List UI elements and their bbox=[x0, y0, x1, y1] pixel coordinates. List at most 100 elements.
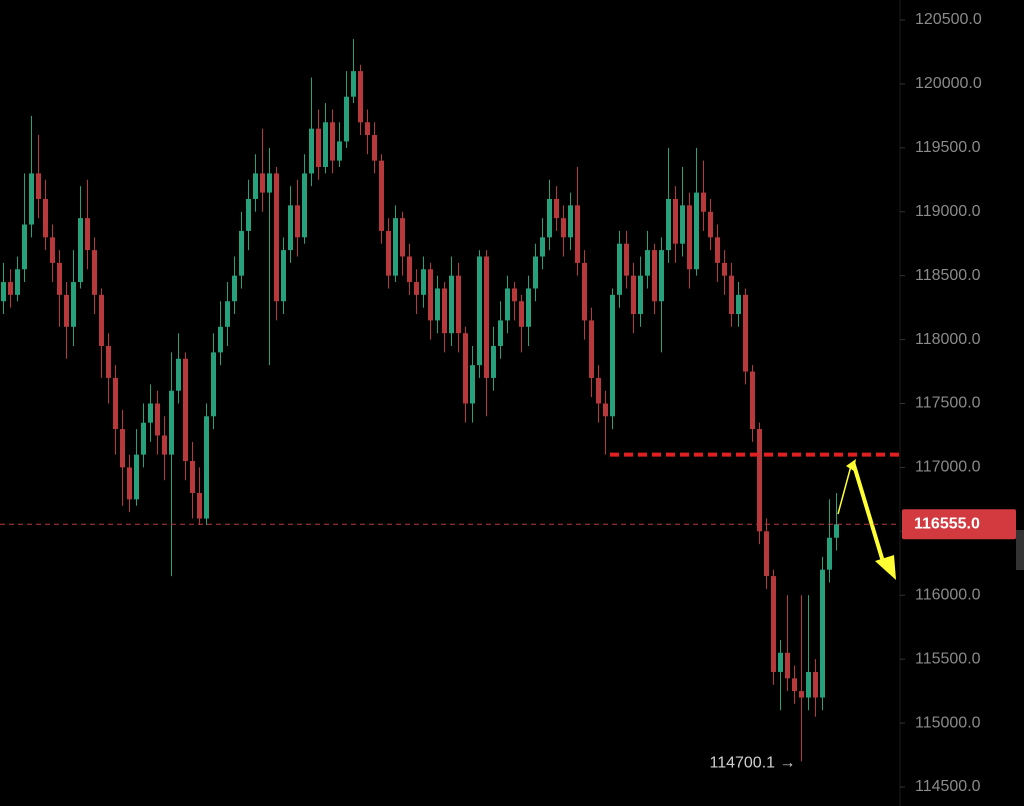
candle-body bbox=[8, 282, 13, 295]
candle-body bbox=[610, 294, 615, 417]
candle-body bbox=[106, 345, 111, 378]
candle-body bbox=[519, 301, 524, 327]
candle-body bbox=[645, 250, 650, 276]
arrow-head bbox=[875, 555, 896, 580]
candle-body bbox=[449, 275, 454, 334]
candle-body bbox=[708, 211, 713, 238]
candle-body bbox=[330, 122, 335, 161]
scroll-handle[interactable] bbox=[1016, 530, 1024, 570]
candle-body bbox=[64, 294, 69, 327]
candle-body bbox=[666, 198, 671, 251]
candle-body bbox=[750, 371, 755, 430]
candle-body bbox=[260, 173, 265, 193]
candle-body bbox=[337, 141, 342, 161]
candle-body bbox=[386, 230, 391, 276]
candle-body bbox=[295, 205, 300, 238]
candle-body bbox=[155, 403, 160, 436]
y-tick-label: 119500.0 bbox=[915, 139, 981, 156]
candle-body bbox=[365, 122, 370, 136]
candle-body bbox=[589, 320, 594, 378]
candle-body bbox=[722, 262, 727, 276]
candle-body bbox=[421, 269, 426, 295]
candle-body bbox=[407, 256, 412, 283]
candle-body bbox=[554, 198, 559, 219]
candle-body bbox=[764, 531, 769, 577]
candle-body bbox=[204, 416, 209, 519]
candle-body bbox=[372, 135, 377, 161]
y-tick-label: 120500.0 bbox=[915, 11, 982, 28]
candle-body bbox=[820, 569, 825, 698]
candle-body bbox=[456, 275, 461, 334]
candle-body bbox=[715, 237, 720, 263]
candle-body bbox=[232, 275, 237, 302]
candle-body bbox=[568, 205, 573, 238]
low-label: 114700.1 → bbox=[710, 755, 796, 772]
candle-body bbox=[673, 198, 678, 244]
candle-body bbox=[827, 537, 832, 570]
y-tick-label: 116000.0 bbox=[915, 586, 981, 603]
candle-body bbox=[463, 333, 468, 404]
candle-body bbox=[99, 294, 104, 346]
candle-body bbox=[78, 218, 83, 283]
candle-body bbox=[505, 288, 510, 321]
candle-body bbox=[414, 282, 419, 295]
candle-body bbox=[92, 250, 97, 295]
candle-body bbox=[36, 173, 41, 199]
candle-body bbox=[323, 122, 328, 168]
candle-body bbox=[484, 256, 489, 378]
candle-body bbox=[428, 269, 433, 321]
candle-body bbox=[281, 250, 286, 302]
y-tick-label: 115000.0 bbox=[915, 714, 981, 731]
candle-body bbox=[491, 345, 496, 378]
candle-body bbox=[267, 173, 272, 193]
candle-body bbox=[687, 205, 692, 270]
candle-body bbox=[799, 691, 804, 698]
candle-body bbox=[358, 71, 363, 123]
candle-body bbox=[302, 173, 307, 238]
candle-body bbox=[435, 288, 440, 321]
candle-body bbox=[624, 243, 629, 276]
candle-body bbox=[197, 492, 202, 519]
candle-body bbox=[190, 461, 195, 493]
candle-body bbox=[15, 269, 20, 295]
candle-body bbox=[379, 160, 384, 231]
y-tick-label: 114500.0 bbox=[915, 778, 981, 795]
candle-body bbox=[771, 576, 776, 672]
candle-body bbox=[603, 403, 608, 417]
candle-body bbox=[50, 237, 55, 263]
candle-body bbox=[288, 205, 293, 251]
candle-body bbox=[736, 294, 741, 315]
candle-body bbox=[477, 256, 482, 366]
candle-body bbox=[631, 275, 636, 315]
candle-body bbox=[442, 288, 447, 334]
candle-body bbox=[617, 243, 622, 295]
candle-body bbox=[575, 205, 580, 263]
candle-body bbox=[29, 173, 34, 225]
candle-body bbox=[561, 218, 566, 238]
candle-body bbox=[134, 454, 139, 500]
y-tick-label: 118500.0 bbox=[915, 267, 981, 284]
y-tick-label: 117500.0 bbox=[915, 395, 981, 412]
candle-body bbox=[246, 198, 251, 231]
candle-body bbox=[211, 352, 216, 417]
y-tick-label: 118000.0 bbox=[915, 331, 981, 348]
candle-body bbox=[239, 230, 244, 276]
candle-body bbox=[253, 173, 258, 199]
candle-body bbox=[120, 429, 125, 468]
y-tick-label: 119000.0 bbox=[915, 203, 981, 220]
candle-body bbox=[652, 250, 657, 302]
last-price-label: 116555.0 bbox=[914, 516, 980, 533]
candle-body bbox=[169, 390, 174, 455]
candle-body bbox=[729, 275, 734, 315]
annotation-arrows bbox=[837, 459, 896, 580]
candle-body bbox=[176, 358, 181, 391]
candle-body bbox=[533, 256, 538, 289]
candle-body bbox=[141, 422, 146, 455]
candle-body bbox=[162, 435, 167, 455]
candle-body bbox=[813, 671, 818, 698]
candle-body bbox=[638, 275, 643, 315]
plot-area: 114700.1 → bbox=[1, 39, 839, 772]
candle-body bbox=[351, 71, 356, 97]
candle-body bbox=[701, 192, 706, 212]
